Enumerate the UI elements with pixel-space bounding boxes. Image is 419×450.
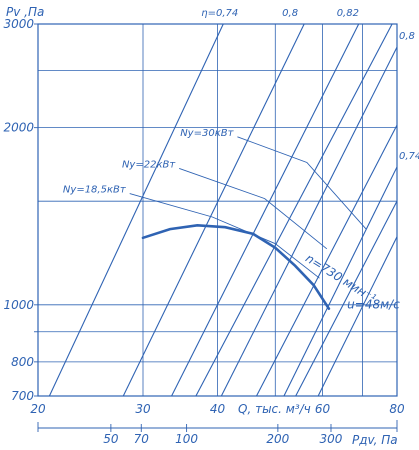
power-line: [237, 136, 367, 230]
fan-curves: [141, 223, 331, 310]
velocity-label: u=48м/с: [347, 298, 400, 312]
power-line: [129, 193, 320, 279]
efficiency-line: [195, 23, 393, 397]
y-tick-label: 700: [11, 389, 34, 403]
efficiency-label: η=0,74: [201, 8, 238, 19]
efficiency-line: [283, 166, 398, 397]
secondary-x-tick-label: 100: [175, 432, 198, 446]
efficiency-line: [220, 46, 398, 397]
y-tick-label: 2000: [3, 121, 34, 135]
power-label: Nу=30кВт: [180, 128, 234, 139]
power-label: Nу=18,5кВт: [63, 185, 127, 196]
efficiency-line: [171, 23, 360, 397]
y-axis-title: Pv ,Па: [6, 5, 44, 19]
x-tick-label: 80: [389, 402, 405, 416]
efficiency-label: 0,82: [337, 8, 359, 19]
secondary-x-tick-label: 300: [320, 432, 343, 446]
x-tick-label: 60: [315, 402, 331, 416]
efficiency-label: 0,74: [399, 151, 419, 162]
efficiency-label: 0,8: [282, 8, 298, 19]
y-tick-label: 800: [11, 355, 34, 369]
efficiency-lines: [48, 23, 398, 397]
power-line: [179, 167, 328, 250]
efficiency-line: [317, 236, 398, 397]
efficiency-label: 0,8: [399, 31, 415, 42]
y-tick-label: 1000: [3, 298, 34, 312]
x-tick-label: 40: [210, 402, 226, 416]
grid: [34, 23, 398, 397]
secondary-x-axis: 50 70 100 200 300: [103, 424, 343, 446]
x-tick-label: 20: [30, 402, 46, 416]
x-axis-title: Q, тыс. м³/ч: [238, 402, 311, 416]
efficiency-line: [122, 23, 305, 397]
fan-curve: [141, 223, 331, 310]
secondary-x-tick-label: 200: [266, 432, 289, 446]
efficiency-line: [256, 124, 398, 397]
x-tick-label: 30: [135, 402, 151, 416]
y-tick-label: 3000: [3, 17, 34, 31]
efficiency-line: [295, 200, 398, 397]
efficiency-line: [48, 23, 224, 397]
power-lines: [129, 136, 367, 279]
secondary-x-tick-label: 50: [103, 432, 119, 446]
power-label: Nу=22кВт: [122, 159, 176, 170]
secondary-x-axis-title: Pдv, Па: [352, 433, 398, 447]
secondary-x-tick-label: 70: [134, 432, 150, 446]
chart-labels: 20 30 40 60 80 700 800 1000 2000 3000 η=0,74 0,8 0,8…: [3, 8, 419, 416]
plot-frame: [37, 23, 398, 397]
